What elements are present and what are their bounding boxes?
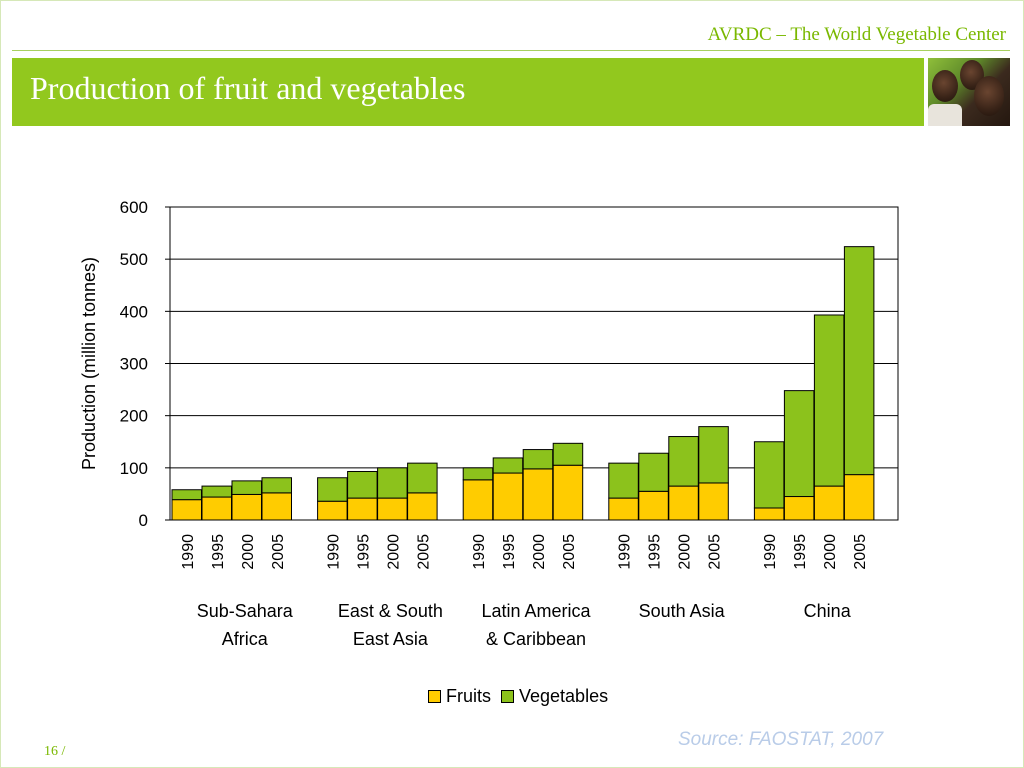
bar-vegetables-g2-2005 bbox=[552, 442, 584, 466]
x-tick-label-g2-1990: 1990 bbox=[471, 534, 488, 570]
bar-vegetables-g4-1995 bbox=[783, 390, 815, 498]
bar-vegetables-g0-1995 bbox=[201, 485, 232, 498]
bar-fruits-g0-1995 bbox=[201, 496, 232, 521]
bar-fruits-g4-2000 bbox=[813, 485, 845, 521]
bar-fruits-g3-1990 bbox=[608, 497, 639, 521]
title-bar: Production of fruit and vegetables bbox=[12, 58, 924, 126]
bar-vegetables-g3-2000 bbox=[668, 436, 699, 487]
bar-vegetables-g3-1995 bbox=[638, 452, 669, 492]
x-tick-label-g3-2005: 2005 bbox=[707, 534, 724, 570]
child-shirt-left bbox=[928, 104, 962, 126]
bar-fruits-g4-1990 bbox=[753, 507, 785, 521]
children-photo bbox=[928, 58, 1010, 126]
bar-fruits-g4-2005 bbox=[843, 474, 875, 521]
x-tick-label-g1-2005: 2005 bbox=[415, 534, 432, 570]
x-tick-label-g1-2000: 2000 bbox=[385, 534, 402, 570]
bar-vegetables-g2-1995 bbox=[492, 457, 524, 474]
bar-fruits-g1-1990 bbox=[317, 500, 348, 521]
bar-vegetables-g4-1990 bbox=[753, 441, 785, 509]
group-label-g1-line1: East Asia bbox=[353, 629, 429, 649]
chart-legend: Fruits Vegetables bbox=[428, 684, 618, 708]
bar-fruits-g1-1995 bbox=[347, 497, 378, 521]
bar-vegetables-g4-2005 bbox=[843, 246, 875, 476]
bar-vegetables-g1-1990 bbox=[317, 477, 348, 502]
bar-fruits-g3-1995 bbox=[638, 490, 669, 521]
y-tick-label-500: 500 bbox=[120, 250, 148, 269]
bar-fruits-g2-1990 bbox=[462, 479, 494, 521]
page-number: 16 / bbox=[44, 744, 66, 759]
y-tick-label-0: 0 bbox=[139, 511, 148, 530]
bar-vegetables-g1-2000 bbox=[377, 467, 408, 499]
bar-fruits-g2-1995 bbox=[492, 472, 524, 521]
legend-swatch-vegetables bbox=[501, 689, 514, 703]
group-label-g1-line0: East & South bbox=[338, 601, 443, 621]
x-tick-label-g1-1990: 1990 bbox=[325, 534, 342, 570]
bar-vegetables-g1-1995 bbox=[347, 470, 378, 499]
group-label-g0-line1: Africa bbox=[222, 629, 269, 649]
legend-item-fruits: Fruits bbox=[428, 686, 491, 707]
y-tick-label-400: 400 bbox=[120, 302, 148, 321]
header-divider bbox=[12, 50, 1010, 51]
y-tick-label-100: 100 bbox=[120, 459, 148, 478]
x-tick-label-g2-2000: 2000 bbox=[531, 534, 548, 570]
x-tick-label-g1-1995: 1995 bbox=[355, 534, 372, 570]
bar-fruits-g0-2005 bbox=[261, 492, 292, 521]
x-tick-label-g2-1995: 1995 bbox=[501, 534, 518, 570]
x-tick-label-g4-1995: 1995 bbox=[792, 534, 809, 570]
x-tick-label-g0-1995: 1995 bbox=[210, 534, 227, 570]
bar-fruits-g4-1995 bbox=[783, 496, 815, 521]
x-tick-label-g3-2000: 2000 bbox=[677, 534, 694, 570]
bar-vegetables-g2-2000 bbox=[522, 449, 554, 470]
group-label-g0-line0: Sub-Sahara bbox=[197, 601, 294, 621]
bar-vegetables-g0-2005 bbox=[261, 477, 292, 494]
bar-vegetables-g1-2005 bbox=[407, 462, 438, 494]
x-tick-label-g3-1995: 1995 bbox=[647, 534, 664, 570]
group-label-g2-line1: & Caribbean bbox=[486, 629, 586, 649]
bar-fruits-g2-2000 bbox=[522, 468, 554, 521]
group-label-g4-line0: China bbox=[804, 601, 852, 621]
x-tick-label-g0-1990: 1990 bbox=[180, 534, 197, 570]
group-label-g3-line0: South Asia bbox=[639, 601, 726, 621]
legend-item-vegetables: Vegetables bbox=[501, 686, 608, 707]
y-tick-label-600: 600 bbox=[120, 198, 148, 217]
x-tick-label-g2-2005: 2005 bbox=[561, 534, 578, 570]
legend-label-fruits: Fruits bbox=[446, 685, 491, 706]
y-tick-label-300: 300 bbox=[120, 355, 148, 374]
y-axis-label: Production (million tonnes) bbox=[79, 257, 99, 470]
x-tick-label-g4-2005: 2005 bbox=[852, 534, 869, 570]
bar-vegetables-g3-2005 bbox=[698, 426, 729, 484]
slide-title: Production of fruit and vegetables bbox=[30, 70, 466, 106]
x-tick-label-g0-2005: 2005 bbox=[270, 534, 287, 570]
x-tick-label-g0-2000: 2000 bbox=[240, 534, 257, 570]
bar-vegetables-g4-2000 bbox=[813, 314, 845, 487]
bar-fruits-g3-2000 bbox=[668, 485, 699, 521]
child-face-left bbox=[932, 70, 958, 102]
bar-fruits-g2-2005 bbox=[552, 464, 584, 521]
bar-vegetables-g2-1990 bbox=[462, 467, 494, 481]
group-label-g2-line0: Latin America bbox=[481, 601, 591, 621]
legend-swatch-fruits bbox=[428, 689, 441, 703]
y-tick-label-200: 200 bbox=[120, 407, 148, 426]
source-note: Source: FAOSTAT, 2007 bbox=[678, 729, 884, 750]
x-tick-label-g4-1990: 1990 bbox=[762, 534, 779, 570]
bar-fruits-g0-1990 bbox=[171, 499, 202, 521]
x-tick-label-g4-2000: 2000 bbox=[822, 534, 839, 570]
child-face-right bbox=[974, 76, 1004, 116]
bar-vegetables-g3-1990 bbox=[608, 462, 639, 499]
legend-label-vegetables: Vegetables bbox=[519, 685, 609, 706]
bar-vegetables-g0-2000 bbox=[231, 480, 262, 495]
bar-fruits-g0-2000 bbox=[231, 493, 262, 521]
organization-name: AVRDC – The World Vegetable Center bbox=[707, 24, 1006, 45]
x-tick-label-g3-1990: 1990 bbox=[617, 534, 634, 570]
bar-fruits-g3-2005 bbox=[698, 482, 729, 521]
bar-fruits-g1-2000 bbox=[377, 497, 408, 521]
bar-vegetables-g0-1990 bbox=[171, 489, 202, 501]
bar-fruits-g1-2005 bbox=[407, 492, 438, 521]
